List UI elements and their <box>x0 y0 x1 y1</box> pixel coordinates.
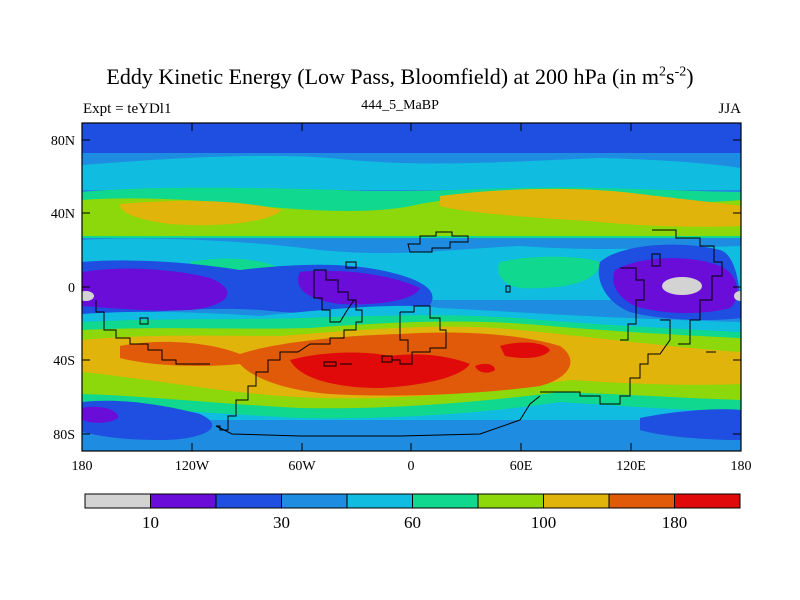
colorbar-box-4 <box>346 493 413 509</box>
lat-ticks <box>82 139 741 435</box>
lon-label-180e: 180 <box>731 459 752 474</box>
lat-label-80n: 80N <box>51 134 75 149</box>
band-southpole-blue <box>82 400 741 440</box>
title-end: ) <box>686 64 694 89</box>
lon-label-0: 0 <box>408 459 415 474</box>
lat-label-eq: 0 <box>68 281 75 296</box>
coast-pacific-west <box>95 300 210 365</box>
colorbar-label-180: 180 <box>662 513 688 532</box>
title-main: Eddy Kinetic Energy (Low Pass, Bloomfiel… <box>106 64 659 89</box>
colorbar-box-0 <box>84 493 151 509</box>
plot-title: Eddy Kinetic Energy (Low Pass, Bloomfiel… <box>0 64 800 90</box>
coast-africa-west <box>399 312 409 352</box>
coastlines <box>95 229 723 437</box>
coast-indian <box>540 319 671 405</box>
atlantic-lowest <box>82 291 94 301</box>
colorbar-box-9 <box>674 493 741 509</box>
band-north-gold <box>120 188 741 227</box>
coast-south-america-west <box>313 270 355 323</box>
title-sup-2: -2 <box>674 64 687 80</box>
lon-label-60w: 60W <box>288 459 316 474</box>
colorbar <box>84 493 741 509</box>
coast-europe <box>407 231 469 253</box>
pacific-lowest <box>662 277 702 295</box>
coast-asia-east <box>652 229 723 345</box>
colorbar-label-30: 30 <box>273 513 290 532</box>
lon-label-180w: 180 <box>72 459 93 474</box>
lat-label-40s: 40S <box>53 354 75 369</box>
coast-antarctica <box>215 395 541 437</box>
colorbar-box-1 <box>150 493 217 509</box>
band-south-red <box>290 342 550 388</box>
band-tropic-purple <box>82 268 420 311</box>
season-label: JJA <box>718 101 741 117</box>
title-mid: s <box>666 64 675 89</box>
band-north-cyan <box>82 155 741 190</box>
coast-africa <box>392 305 447 365</box>
band-southpole-purple <box>82 406 119 423</box>
colorbar-box-5 <box>412 493 479 509</box>
experiment-label: Expt = teYDl1 <box>83 101 172 117</box>
lon-ticks <box>81 123 742 451</box>
lat-label-80s: 80S <box>53 428 75 443</box>
east-edge-lowest <box>734 291 741 301</box>
title-sup-1: 2 <box>659 64 666 80</box>
lon-label-120w: 120W <box>175 459 210 474</box>
coast-south-america <box>216 269 363 431</box>
lon-label-60e: 60E <box>510 459 533 474</box>
colorbar-label-60: 60 <box>404 513 421 532</box>
colorbar-box-3 <box>281 493 348 509</box>
colorbar-box-6 <box>477 493 544 509</box>
contour-field <box>82 123 741 451</box>
coast-misc <box>139 253 716 367</box>
colorbar-box-7 <box>543 493 610 509</box>
lat-label-40n: 40N <box>51 207 75 222</box>
colorbar-label-100: 100 <box>531 513 557 532</box>
colorbar-box-8 <box>608 493 675 509</box>
run-label: 444_5_MaBP <box>361 98 439 113</box>
colorbar-label-10: 10 <box>142 513 159 532</box>
colorbar-box-2 <box>215 493 282 509</box>
coast-australia <box>620 267 645 341</box>
lon-label-120e: 120E <box>616 459 646 474</box>
